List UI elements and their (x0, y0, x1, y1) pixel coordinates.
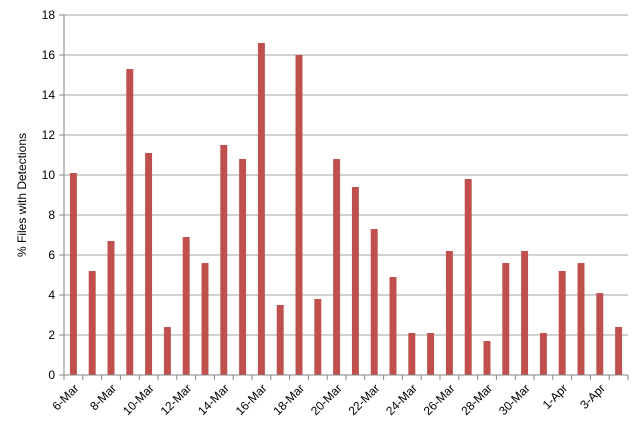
bar-9-Mar (126, 69, 134, 375)
bar-8-Mar (107, 241, 115, 375)
bar-21-Mar (351, 187, 359, 375)
x-tick-label: 18-Mar (270, 381, 307, 418)
x-tick-label: 1-Apr (540, 381, 571, 412)
bar-27-Mar (464, 179, 472, 375)
bar-29-Mar (502, 263, 510, 375)
bar-2-Apr (577, 263, 585, 375)
gridlines (64, 14, 628, 336)
y-tick-label: 16 (42, 48, 56, 62)
bar-30-Mar (521, 251, 529, 375)
bar-25-Mar (427, 333, 435, 375)
bar-10-Mar (145, 153, 153, 375)
x-tick-label: 16-Mar (233, 381, 270, 418)
x-tick-label: 20-Mar (308, 381, 345, 418)
bar-1-Apr (558, 271, 566, 375)
axes (59, 14, 629, 380)
bar-22-Mar (370, 229, 378, 375)
y-axis-title: % Files with Detections (15, 133, 29, 257)
bar-12-Mar (182, 237, 190, 375)
bar-11-Mar (163, 327, 171, 375)
x-tick-label: 22-Mar (346, 381, 383, 418)
bar-13-Mar (201, 263, 209, 375)
y-tick-label: 12 (42, 128, 56, 142)
bar-31-Mar (539, 333, 547, 375)
x-tick-labels: 6-Mar 8-Mar 10-Mar 12-Mar 14-Mar 16-Mar 18-Mar… (49, 381, 607, 418)
bar-3-Apr (596, 293, 604, 375)
bar-15-Mar (239, 159, 247, 375)
y-tick-labels: 0 2 4 6 8 10 12 14 16 18 (42, 8, 56, 382)
x-tick-label: 6-Mar (49, 381, 81, 413)
x-tick-label: 10-Mar (120, 381, 157, 418)
bar-24-Mar (408, 333, 416, 375)
y-tick-label: 10 (42, 168, 56, 182)
bar-19-Mar (314, 299, 322, 375)
x-tick-label: 3-Apr (577, 381, 608, 412)
y-tick-label: 0 (48, 368, 55, 382)
bar-17-Mar (276, 305, 284, 375)
bar-20-Mar (333, 159, 341, 375)
bar-28-Mar (483, 341, 491, 375)
y-tick-label: 4 (48, 288, 55, 302)
x-tick-label: 26-Mar (421, 381, 458, 418)
bar-18-Mar (295, 55, 303, 375)
y-tick-label: 2 (48, 328, 55, 342)
bar-16-Mar (257, 43, 265, 375)
x-tick-label: 14-Mar (195, 381, 232, 418)
bar-23-Mar (389, 277, 397, 375)
y-tick-label: 8 (48, 208, 55, 222)
bar-26-Mar (445, 251, 453, 375)
bar-6-Mar (69, 173, 77, 375)
bar-14-Mar (220, 145, 228, 375)
bars (69, 43, 623, 375)
x-tick-label: 28-Mar (458, 381, 495, 418)
y-tick-label: 14 (42, 88, 56, 102)
bar-7-Mar (88, 271, 96, 375)
y-tick-label: 18 (42, 8, 56, 22)
x-tick-label: 24-Mar (383, 381, 420, 418)
x-tick-label: 12-Mar (158, 381, 195, 418)
x-tick-label: 8-Mar (87, 381, 119, 413)
y-tick-label: 6 (48, 248, 55, 262)
x-tick-label: 30-Mar (496, 381, 533, 418)
bar-4-Apr (615, 327, 623, 375)
